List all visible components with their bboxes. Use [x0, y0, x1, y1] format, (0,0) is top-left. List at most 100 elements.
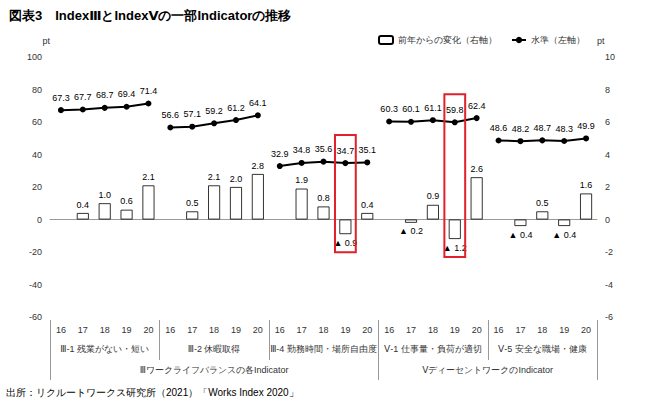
svg-text:57.1: 57.1: [183, 109, 201, 119]
svg-text:35.6: 35.6: [315, 144, 333, 154]
svg-text:2.1: 2.1: [142, 172, 155, 182]
svg-text:2.6: 2.6: [470, 164, 483, 174]
svg-text:35.1: 35.1: [358, 145, 376, 155]
svg-text:0.5: 0.5: [536, 198, 549, 208]
svg-text:4: 4: [605, 150, 610, 160]
svg-text:67.3: 67.3: [52, 93, 70, 103]
svg-text:図表3 IndexⅢとIndexⅤの一部Indicatorの: 図表3 IndexⅢとIndexⅤの一部Indicatorの推移: [9, 8, 291, 23]
svg-text:0.9: 0.9: [427, 191, 440, 201]
svg-text:-60: -60: [29, 312, 42, 322]
svg-text:前年からの変化（右軸）: 前年からの変化（右軸）: [398, 35, 497, 45]
svg-text:0.4: 0.4: [77, 200, 90, 210]
svg-text:80: 80: [32, 85, 42, 95]
svg-text:60.3: 60.3: [380, 104, 398, 114]
svg-text:-2: -2: [605, 247, 613, 257]
svg-text:20: 20: [143, 325, 153, 335]
svg-text:40: 40: [32, 150, 42, 160]
svg-text:1.0: 1.0: [98, 190, 111, 200]
svg-text:0: 0: [605, 215, 610, 225]
svg-text:100: 100: [27, 52, 42, 62]
svg-text:18: 18: [428, 325, 438, 335]
svg-text:-4: -4: [605, 280, 613, 290]
svg-text:-6: -6: [605, 312, 613, 322]
svg-text:19: 19: [450, 325, 460, 335]
svg-text:20: 20: [472, 325, 482, 335]
svg-text:68.7: 68.7: [96, 90, 114, 100]
svg-text:62.4: 62.4: [468, 101, 486, 111]
svg-text:Ⅲ-4 勤務時間・場所自由度: Ⅲ-4 勤務時間・場所自由度: [270, 344, 377, 354]
svg-text:0.4: 0.4: [361, 200, 374, 210]
svg-text:出所：リクルートワークス研究所（2021）「Works In: 出所：リクルートワークス研究所（2021）「Works Index 2020」: [6, 387, 299, 398]
svg-text:0.6: 0.6: [120, 196, 133, 206]
svg-text:18: 18: [209, 325, 219, 335]
svg-text:48.2: 48.2: [512, 124, 530, 134]
svg-text:16: 16: [275, 325, 285, 335]
svg-text:8: 8: [605, 85, 610, 95]
svg-text:pt: pt: [42, 36, 50, 46]
svg-text:49.9: 49.9: [577, 121, 595, 131]
svg-text:16: 16: [494, 325, 504, 335]
svg-text:56.6: 56.6: [162, 110, 180, 120]
svg-text:19: 19: [231, 325, 241, 335]
svg-text:34.8: 34.8: [293, 145, 311, 155]
svg-text:▲ 0.2: ▲ 0.2: [399, 226, 423, 236]
svg-text:48.7: 48.7: [534, 123, 552, 133]
svg-text:32.9: 32.9: [271, 149, 289, 159]
svg-text:▲ 1.2: ▲ 1.2: [443, 243, 467, 253]
svg-text:2: 2: [605, 182, 610, 192]
svg-text:1.6: 1.6: [580, 180, 593, 190]
svg-text:16: 16: [384, 325, 394, 335]
svg-text:17: 17: [515, 325, 525, 335]
svg-text:71.4: 71.4: [140, 86, 158, 96]
svg-text:17: 17: [187, 325, 197, 335]
svg-text:69.4: 69.4: [118, 89, 136, 99]
svg-text:19: 19: [340, 325, 350, 335]
svg-text:Ⅲワークライフバランスの各Indicator: Ⅲワークライフバランスの各Indicator: [140, 365, 289, 375]
svg-text:17: 17: [297, 325, 307, 335]
svg-text:20: 20: [362, 325, 372, 335]
svg-text:Ⅴ-1 仕事量・負荷が適切: Ⅴ-1 仕事量・負荷が適切: [384, 344, 482, 354]
svg-text:0.8: 0.8: [317, 193, 330, 203]
svg-text:▲ 0.4: ▲ 0.4: [552, 230, 576, 240]
svg-text:-20: -20: [29, 247, 42, 257]
svg-text:64.1: 64.1: [249, 98, 267, 108]
svg-text:18: 18: [318, 325, 328, 335]
svg-text:18: 18: [100, 325, 110, 335]
svg-text:ⅤディーセントワークのIndicator: ⅤディーセントワークのIndicator: [422, 365, 553, 375]
svg-text:20: 20: [253, 325, 263, 335]
svg-text:1.9: 1.9: [295, 175, 308, 185]
svg-text:2.0: 2.0: [230, 174, 243, 184]
svg-text:6: 6: [605, 117, 610, 127]
svg-text:17: 17: [406, 325, 416, 335]
svg-text:17: 17: [78, 325, 88, 335]
svg-text:19: 19: [122, 325, 132, 335]
svg-text:61.1: 61.1: [424, 103, 442, 113]
svg-text:0.5: 0.5: [186, 198, 199, 208]
svg-text:18: 18: [537, 325, 547, 335]
svg-text:67.7: 67.7: [74, 92, 92, 102]
svg-text:34.7: 34.7: [337, 146, 355, 156]
svg-text:20: 20: [32, 182, 42, 192]
svg-text:Ⅴ-5 安全な職場・健康: Ⅴ-5 安全な職場・健康: [498, 344, 587, 354]
svg-text:19: 19: [559, 325, 569, 335]
svg-text:pt: pt: [597, 36, 605, 46]
svg-text:2.1: 2.1: [208, 172, 221, 182]
svg-text:2.8: 2.8: [252, 161, 265, 171]
svg-text:59.2: 59.2: [205, 106, 223, 116]
svg-text:▲ 0.9: ▲ 0.9: [333, 238, 357, 248]
svg-text:16: 16: [56, 325, 66, 335]
svg-text:-40: -40: [29, 280, 42, 290]
svg-text:0: 0: [37, 215, 42, 225]
svg-text:60: 60: [32, 117, 42, 127]
svg-text:10: 10: [605, 52, 615, 62]
svg-text:48.6: 48.6: [490, 123, 508, 133]
svg-text:48.3: 48.3: [555, 124, 573, 134]
svg-text:61.2: 61.2: [227, 103, 245, 113]
svg-text:水準（左軸）: 水準（左軸）: [531, 35, 585, 45]
svg-text:60.1: 60.1: [402, 104, 420, 114]
svg-text:▲ 0.4: ▲ 0.4: [508, 230, 532, 240]
svg-text:Ⅲ-1 残業がない・短い: Ⅲ-1 残業がない・短い: [60, 344, 149, 354]
svg-text:59.8: 59.8: [446, 105, 464, 115]
svg-text:20: 20: [581, 325, 591, 335]
svg-text:16: 16: [165, 325, 175, 335]
